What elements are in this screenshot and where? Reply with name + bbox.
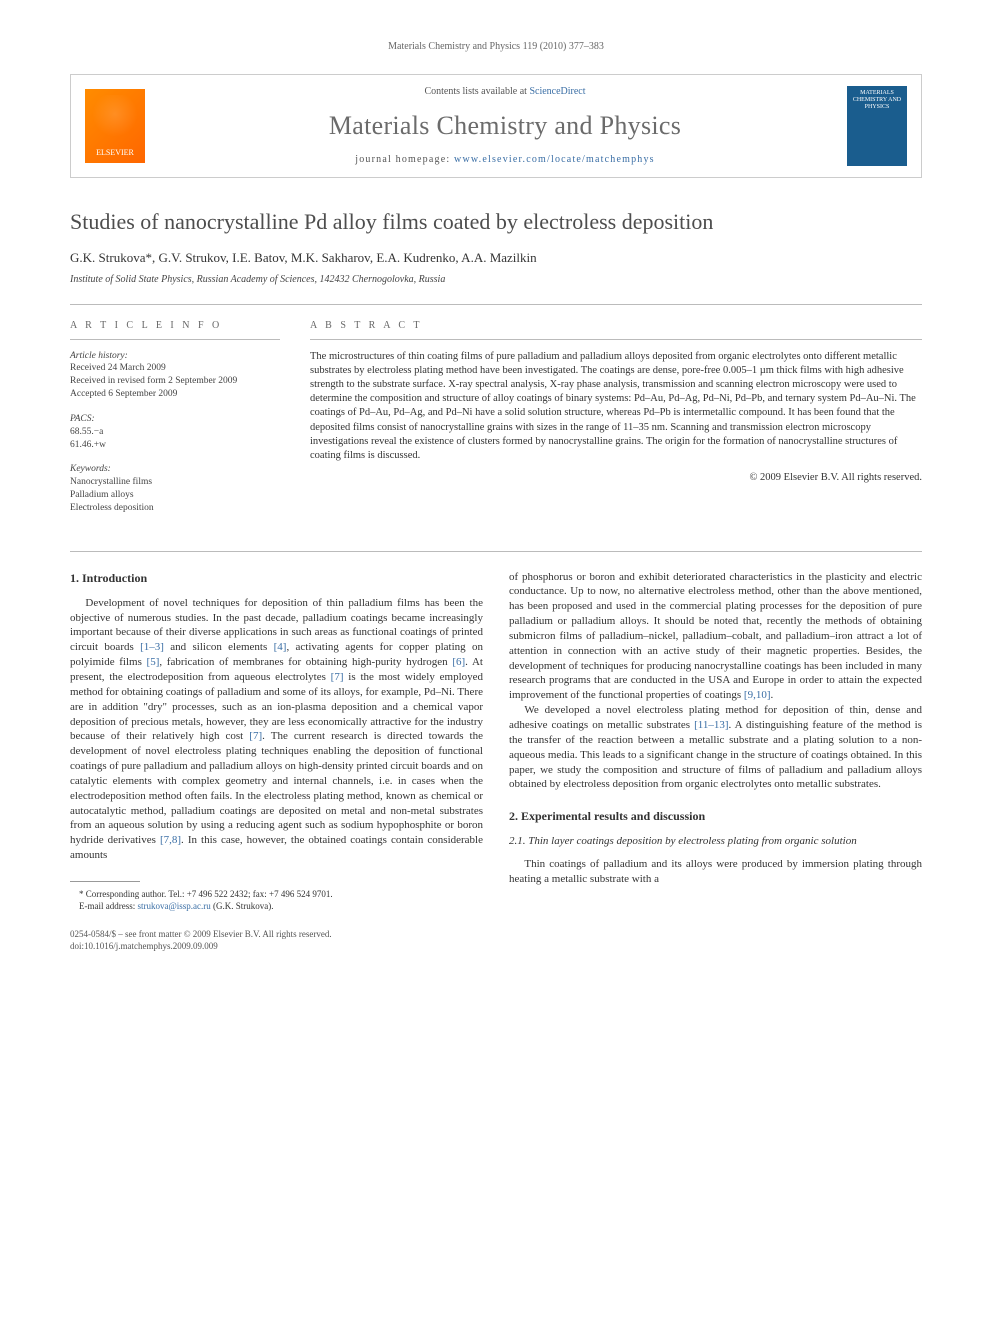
ref-link[interactable]: [9,10] xyxy=(744,689,771,701)
intro-paragraph-1-cont: of phosphorus or boron and exhibit deter… xyxy=(509,570,922,704)
homepage-link[interactable]: www.elsevier.com/locate/matchemphys xyxy=(454,154,655,165)
intro-paragraph-1: Development of novel techniques for depo… xyxy=(70,596,483,863)
body-column-left: 1. Introduction Development of novel tec… xyxy=(70,570,483,913)
contents-line: Contents lists available at ScienceDirec… xyxy=(163,85,847,99)
article-info: A R T I C L E I N F O Article history: R… xyxy=(70,319,280,526)
footnote-separator xyxy=(70,881,140,882)
page-footer: 0254-0584/$ – see front matter © 2009 El… xyxy=(70,928,922,952)
keyword-1: Nanocrystalline films xyxy=(70,476,280,489)
ref-link[interactable]: [1–3] xyxy=(140,641,164,653)
footer-doi: doi:10.1016/j.matchemphys.2009.09.009 xyxy=(70,940,922,952)
ref-link[interactable]: [11–13] xyxy=(694,719,728,731)
publisher-logo-label: ELSEVIER xyxy=(96,148,134,159)
keywords-block: Keywords: Nanocrystalline films Palladiu… xyxy=(70,463,280,514)
ref-link[interactable]: [7] xyxy=(331,671,344,683)
section-2-heading: 2. Experimental results and discussion xyxy=(509,808,922,824)
journal-name: Materials Chemistry and Physics xyxy=(163,108,847,143)
ref-link[interactable]: [6] xyxy=(452,656,465,668)
running-header: Materials Chemistry and Physics 119 (201… xyxy=(70,40,922,54)
intro-paragraph-2: We developed a novel electroless plating… xyxy=(509,703,922,792)
abstract-heading: A B S T R A C T xyxy=(310,319,922,340)
body-columns: 1. Introduction Development of novel tec… xyxy=(70,551,922,913)
pacs-code-2: 61.46.+w xyxy=(70,439,280,452)
email-footnote: E-mail address: strukova@issp.ac.ru (G.K… xyxy=(70,900,483,912)
history-label: Article history: xyxy=(70,350,280,363)
section-1-heading: 1. Introduction xyxy=(70,570,483,586)
pacs-block: PACS: 68.55.−a 61.46.+w xyxy=(70,413,280,451)
contents-prefix: Contents lists available at xyxy=(424,86,529,97)
keywords-label: Keywords: xyxy=(70,463,280,476)
accepted-date: Accepted 6 September 2009 xyxy=(70,388,280,401)
article-title: Studies of nanocrystalline Pd alloy film… xyxy=(70,208,922,236)
abstract-text: The microstructures of thin coating film… xyxy=(310,350,922,463)
elsevier-logo: ELSEVIER xyxy=(85,89,145,163)
masthead-center: Contents lists available at ScienceDirec… xyxy=(163,85,847,167)
received-date: Received 24 March 2009 xyxy=(70,362,280,375)
keyword-3: Electroless deposition xyxy=(70,502,280,515)
homepage-prefix: journal homepage: xyxy=(355,154,454,165)
subsection-2-1-title: 2.1. Thin layer coatings deposition by e… xyxy=(509,834,922,849)
info-abstract-row: A R T I C L E I N F O Article history: R… xyxy=(70,304,922,526)
email-link[interactable]: strukova@issp.ac.ru xyxy=(137,901,210,911)
ref-link[interactable]: [5] xyxy=(147,656,160,668)
authors-line: G.K. Strukova*, G.V. Strukov, I.E. Batov… xyxy=(70,249,922,267)
pacs-code-1: 68.55.−a xyxy=(70,426,280,439)
affiliation: Institute of Solid State Physics, Russia… xyxy=(70,273,922,287)
corresponding-author-footnote: * Corresponding author. Tel.: +7 496 522… xyxy=(70,888,483,900)
ref-link[interactable]: [7,8] xyxy=(160,834,181,846)
article-info-heading: A R T I C L E I N F O xyxy=(70,319,280,340)
journal-masthead: ELSEVIER Contents lists available at Sci… xyxy=(70,74,922,178)
email-suffix: (G.K. Strukova). xyxy=(211,901,274,911)
sciencedirect-link[interactable]: ScienceDirect xyxy=(529,86,585,97)
section-2-1-paragraph: Thin coatings of palladium and its alloy… xyxy=(509,857,922,887)
page: Materials Chemistry and Physics 119 (201… xyxy=(0,0,992,993)
article-history: Article history: Received 24 March 2009 … xyxy=(70,350,280,401)
abstract: A B S T R A C T The microstructures of t… xyxy=(310,319,922,526)
journal-cover-thumb: MATERIALS CHEMISTRY AND PHYSICS xyxy=(847,86,907,166)
cover-thumb-text: MATERIALS CHEMISTRY AND PHYSICS xyxy=(853,90,901,110)
ref-link[interactable]: [7] xyxy=(249,730,262,742)
abstract-copyright: © 2009 Elsevier B.V. All rights reserved… xyxy=(310,471,922,485)
footer-copyright: 0254-0584/$ – see front matter © 2009 El… xyxy=(70,928,922,940)
keyword-2: Palladium alloys xyxy=(70,489,280,502)
revised-date: Received in revised form 2 September 200… xyxy=(70,375,280,388)
ref-link[interactable]: [4] xyxy=(274,641,287,653)
journal-homepage: journal homepage: www.elsevier.com/locat… xyxy=(163,153,847,167)
pacs-label: PACS: xyxy=(70,413,280,426)
body-column-right: of phosphorus or boron and exhibit deter… xyxy=(509,570,922,913)
email-label: E-mail address: xyxy=(79,901,137,911)
